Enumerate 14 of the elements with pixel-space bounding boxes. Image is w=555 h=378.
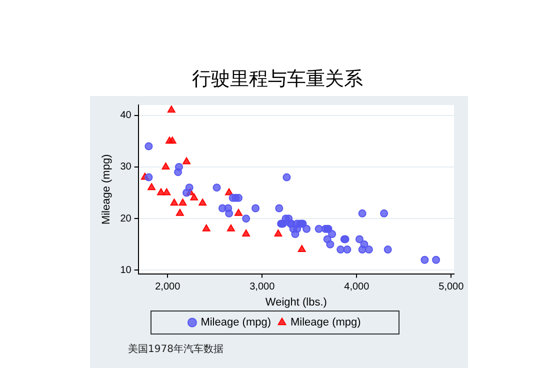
x-tick-label: 4,000 (344, 282, 370, 293)
x-axis-title: Weight (lbs.) (265, 296, 327, 308)
chart-title: 行驶里程与车重关系 (191, 67, 364, 92)
y-axis-title: Mileage (mpg) (100, 154, 113, 225)
y-tick-label: 40 (120, 110, 132, 122)
x-tick-label: 5,000 (438, 282, 464, 293)
text: 美国1978年汽车数据 (128, 342, 224, 356)
y-tick-label: 10 (120, 264, 132, 276)
x-tick-label: 2,000 (155, 282, 181, 293)
y-tick-label: 20 (120, 213, 132, 224)
legend-label: Mileage (mpg) (200, 316, 272, 329)
x-tick-label: 3,000 (250, 282, 276, 293)
legend-label: Mileage (mpg) (290, 316, 361, 329)
y-tick-label: 30 (120, 162, 132, 173)
